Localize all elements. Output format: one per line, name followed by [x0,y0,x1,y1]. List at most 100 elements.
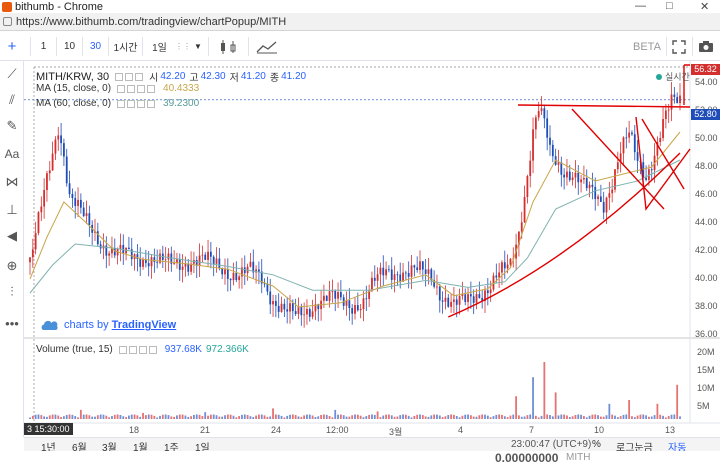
candle-body [289,303,291,312]
range-6m-button[interactable]: 6월 [72,443,87,454]
volume-bar [478,415,481,419]
back-arrow-icon[interactable]: ◀ [7,228,17,243]
candle-body [566,171,568,178]
tradingview-branding[interactable]: charts by TradingView [40,319,176,331]
volume-settings-icon[interactable] [128,345,137,354]
fib-retracement-icon[interactable]: ⫽ [9,92,15,107]
ma60-eye-icon[interactable] [117,99,126,108]
percent-toggle[interactable]: % [592,439,601,450]
ma60-settings-icon[interactable] [127,99,136,108]
legend-eye-icon[interactable] [115,72,124,81]
legend-close-icon[interactable] [135,72,144,81]
candle-body [602,201,605,213]
candle-body [574,172,577,178]
candle-body [255,269,257,273]
candle-body [212,256,215,264]
chart-toolbar: + 1 10 30 1시간 1일 ⋮⋮ ▼ BETA [0,31,720,61]
more-tools-icon[interactable]: ••• [5,316,19,331]
candle-body [331,291,334,292]
interval-1d-button[interactable]: 1일 [142,37,176,56]
ma15-more-icon[interactable] [147,84,156,93]
more-intervals-icon[interactable]: ⋮⋮ [175,42,191,51]
screenshot-camera-icon[interactable] [692,37,718,56]
volume-label: Volume (true, 15) [36,344,113,355]
ma15-close-icon[interactable] [137,84,146,93]
candle-body [187,263,190,272]
magnet-icon[interactable]: ⫶ [10,284,14,299]
candle-body [597,196,599,200]
candle-body [40,206,43,213]
chart-style-button[interactable] [208,37,248,56]
volume-bar [232,415,235,419]
volume-bar [204,412,207,419]
auto-scale-toggle[interactable]: 자동 [668,443,687,454]
branding-brand: TradingView [111,319,177,331]
candle-body [308,308,311,317]
volume-bar [306,414,308,419]
volume-bar [181,414,184,419]
log-scale-toggle[interactable]: 로그눈금 [616,443,653,454]
maximize-icon[interactable]: □ [666,0,673,12]
zoom-icon[interactable]: ⊕ [6,258,18,273]
ma60-more-icon[interactable] [147,99,156,108]
volume-close-icon[interactable] [138,345,147,354]
interval-30-button[interactable]: 30 [82,37,108,56]
candle-body [396,274,399,276]
volume-bar [314,417,317,419]
candle-body [390,269,393,280]
volume-bar [291,414,294,419]
chart-area[interactable]: MITH/KRW, 30 시 42.20 고 42.30 저 41.20 종 4… [24,61,720,437]
volume-bar [60,417,62,419]
candle-body [662,119,664,139]
time-tick-label: 24 [271,425,282,435]
range-1d-button[interactable]: 1일 [195,443,210,454]
volume-bar [226,414,229,419]
minimize-icon[interactable]: — [635,0,646,12]
crosshair-icon[interactable]: + [7,38,17,55]
trend-line-icon[interactable]: ⟋ [7,66,17,81]
price-chart[interactable] [24,61,720,437]
ma15-eye-icon[interactable] [117,84,126,93]
range-3m-button[interactable]: 3월 [102,443,117,454]
range-1w-button[interactable]: 1주 [164,443,179,454]
candle-body [489,289,492,294]
range-1m-button[interactable]: 1월 [133,443,148,454]
volume-bar [116,414,119,419]
interval-10-button[interactable]: 10 [56,37,82,56]
volume-bar [258,414,260,419]
text-tool-icon[interactable]: Aa [4,147,20,161]
pattern-icon[interactable]: ⋈ [5,174,19,189]
range-1y-button[interactable]: 1년 [41,443,56,454]
measure-icon[interactable]: ⊥ [6,202,18,217]
candle-body [345,300,348,306]
support-trendline [447,152,681,318]
interval-1-button[interactable]: 1 [30,37,56,56]
legend-settings-icon[interactable] [125,72,134,81]
indicators-button[interactable] [248,37,284,56]
volume-value-1: 937.68K [164,344,202,355]
volume-bar [283,417,286,419]
fullscreen-icon[interactable] [666,37,690,56]
ma15-settings-icon[interactable] [127,84,136,93]
candle-body [119,244,122,249]
volume-bar [667,415,670,419]
ma60-close-icon[interactable] [137,99,146,108]
volume-more-icon[interactable] [148,345,157,354]
candle-body [424,269,427,274]
candle-body [534,117,537,130]
low-label: 저 [229,73,239,84]
low-value: 41.20 [240,71,266,82]
address-bar[interactable]: https://www.bithumb.com/tradingview/char… [0,13,720,31]
brush-icon[interactable]: ✎ [6,118,18,133]
high-value: 42.30 [200,71,226,82]
volume-bar [153,415,156,419]
volume-bar [142,412,144,419]
candle-body [461,294,464,296]
interval-dropdown-icon[interactable]: ▼ [194,42,202,51]
volume-eye-icon[interactable] [118,345,127,354]
volume-bar [289,414,291,419]
tradingview-cloud-icon [41,320,58,330]
close-icon[interactable]: ✕ [700,1,710,13]
interval-1h-button[interactable]: 1시간 [108,37,142,56]
candle-body [365,298,368,300]
